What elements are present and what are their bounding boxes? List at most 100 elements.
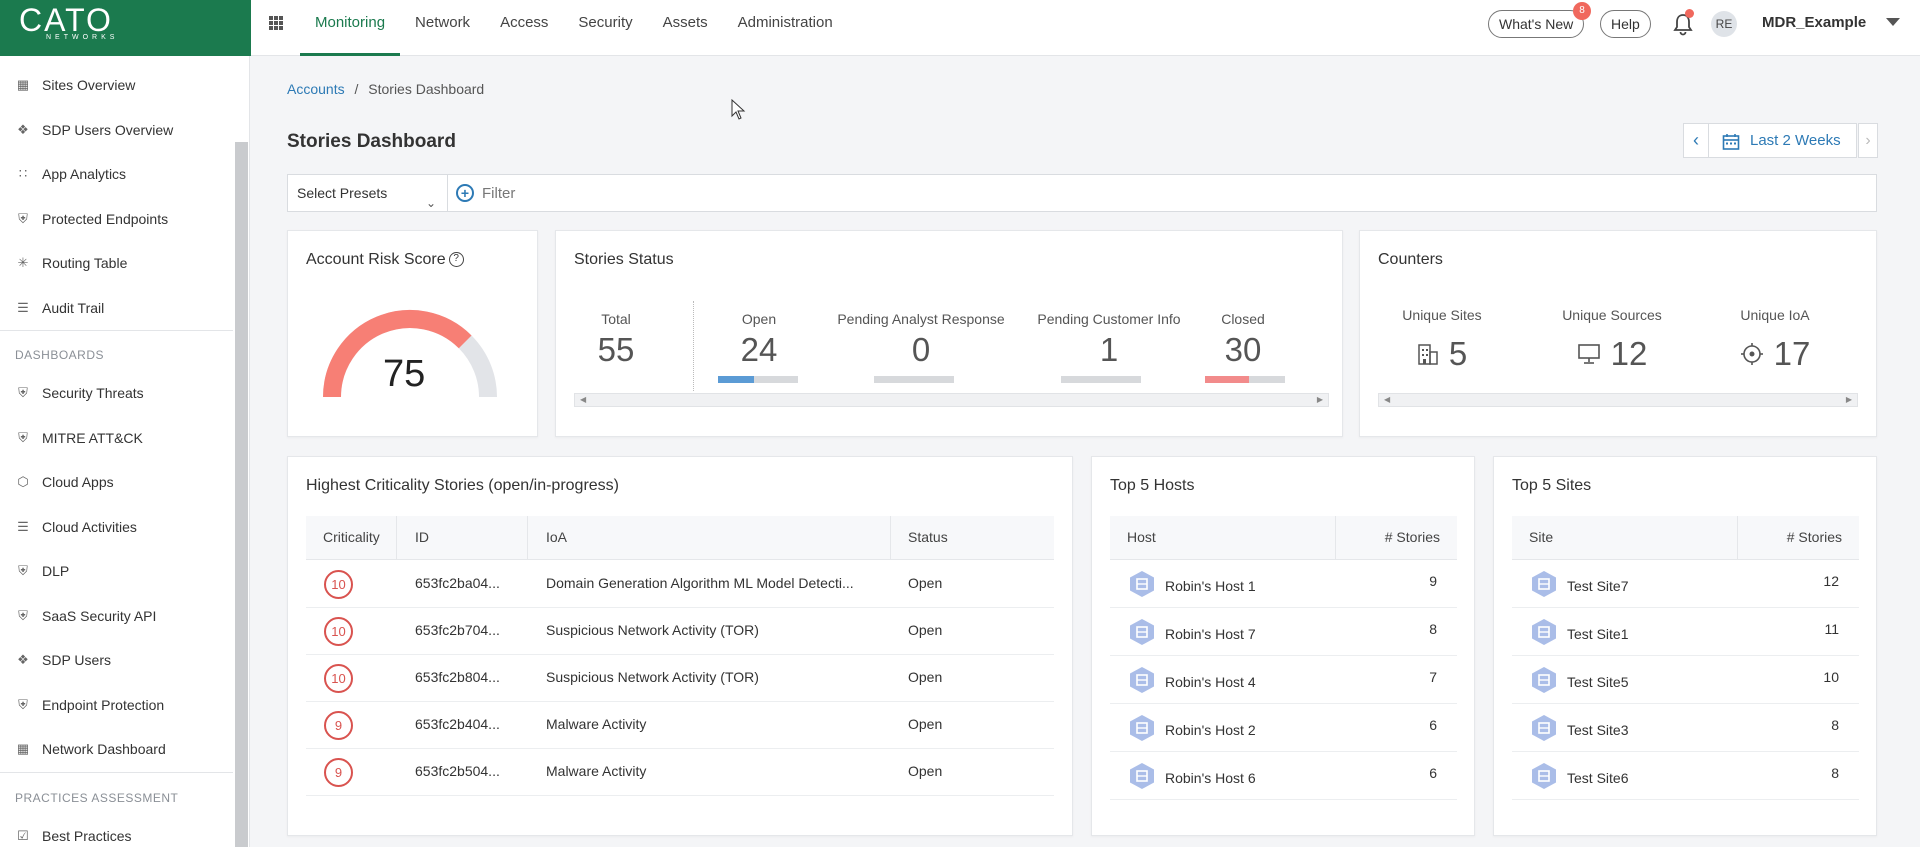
scroll-left-icon[interactable]: ◀ (1384, 395, 1391, 404)
help-button[interactable]: Help (1600, 10, 1651, 38)
sidebar-item-dlp[interactable]: ⛨ DLP (0, 551, 233, 591)
sidebar: ▦ Sites Overview ❖ SDP Users Overview ∷ App… (0, 56, 250, 847)
sidebar-item-sdp-users-overview[interactable]: ❖ SDP Users Overview (0, 110, 233, 150)
table-row[interactable]: Test Site5 10 (1512, 657, 1859, 704)
avatar[interactable]: RE (1711, 11, 1737, 37)
nav-monitoring[interactable]: Monitoring (300, 0, 401, 56)
table-row[interactable]: Test Site6 8 (1512, 753, 1859, 800)
nav-security[interactable]: Security (578, 14, 633, 31)
add-filter-icon[interactable]: + (456, 184, 474, 202)
column-header-site[interactable]: Site (1529, 529, 1554, 545)
cato-logo[interactable]: CATO NETWORKS (0, 0, 251, 56)
sidebar-item-endpoint-protection[interactable]: ⛨ Endpoint Protection (0, 685, 233, 725)
sidebar-item-saas-security-api[interactable]: ⛨ SaaS Security API (0, 596, 233, 636)
story-id[interactable]: 653fc2ba04... (415, 575, 500, 591)
stat-pending-analyst[interactable]: Pending Analyst Response 0 (831, 311, 1011, 369)
host-name[interactable]: Robin's Host 2 (1165, 722, 1256, 738)
chevron-left-icon[interactable]: ‹ (1684, 124, 1709, 157)
column-header-ioa[interactable]: IoA (546, 529, 568, 545)
counter-unique-sources[interactable]: Unique Sources 12 (1542, 307, 1682, 373)
site-name[interactable]: Test Site3 (1567, 722, 1629, 738)
table-row[interactable]: 9 653fc2b504... Malware Activity Open (306, 749, 1054, 796)
story-id[interactable]: 653fc2b704... (415, 622, 500, 638)
host-name[interactable]: Robin's Host 6 (1165, 770, 1256, 786)
table-row[interactable]: Robin's Host 4 7 (1110, 657, 1457, 704)
counter-unique-sites[interactable]: Unique Sites 5 (1382, 307, 1502, 373)
table-row[interactable]: Robin's Host 1 9 (1110, 561, 1457, 608)
horizontal-scrollbar[interactable]: ◀ ▶ (574, 393, 1329, 407)
column-header-host[interactable]: Host (1127, 529, 1156, 545)
story-count: 8 (1831, 765, 1839, 781)
account-name[interactable]: MDR_Example (1762, 14, 1867, 31)
stat-value: 1 (1099, 331, 1119, 368)
column-header-stories[interactable]: # Stories (1384, 529, 1440, 545)
sidebar-item-mitre[interactable]: ⛨ MITRE ATT&CK (0, 418, 233, 458)
app-launcher-icon[interactable] (269, 16, 283, 30)
column-header-id[interactable]: ID (415, 529, 429, 545)
host-icon (1130, 571, 1154, 597)
sidebar-item-sdp-users[interactable]: ❖ SDP Users (0, 640, 233, 680)
host-name[interactable]: Robin's Host 7 (1165, 626, 1256, 642)
help-icon[interactable]: ? (448, 252, 464, 268)
stat-pending-customer[interactable]: Pending Customer Info 1 (1026, 311, 1192, 369)
sidebar-item-protected-endpoints[interactable]: ⛨ Protected Endpoints (0, 199, 233, 239)
date-range-picker[interactable]: ‹ Last 2 Weeks (1683, 123, 1857, 158)
nav-network[interactable]: Network (415, 14, 471, 31)
nav-assets[interactable]: Assets (662, 14, 708, 31)
filter-input[interactable]: Filter (482, 185, 516, 202)
select-presets-dropdown[interactable]: Select Presets ⌄ (288, 175, 448, 211)
table-row[interactable]: Robin's Host 7 8 (1110, 609, 1457, 656)
sidebar-item-best-practices[interactable]: ☑ Best Practices (0, 816, 233, 847)
story-id[interactable]: 653fc2b804... (415, 669, 500, 685)
table-row[interactable]: Test Site1 11 (1512, 609, 1859, 656)
stat-open[interactable]: Open 24 (719, 311, 799, 369)
table-row[interactable]: Test Site7 12 (1512, 561, 1859, 608)
site-name[interactable]: Test Site1 (1567, 626, 1629, 642)
story-id[interactable]: 653fc2b404... (415, 716, 500, 732)
dots-icon: ∷ (18, 166, 28, 181)
table-row[interactable]: Test Site3 8 (1512, 705, 1859, 752)
site-name[interactable]: Test Site5 (1567, 674, 1629, 690)
stat-total[interactable]: Total 55 (586, 311, 646, 369)
column-header-stories[interactable]: # Stories (1786, 529, 1842, 545)
building-icon (1418, 344, 1438, 365)
table-row[interactable]: 10 653fc2b704... Suspicious Network Activi… (306, 608, 1054, 655)
sidebar-item-cloud-apps[interactable]: ⬡ Cloud Apps (0, 462, 233, 502)
counters-card: Counters Unique Sites 5 Unique Sources 1… (1359, 230, 1877, 437)
sidebar-item-sites-overview[interactable]: ▦ Sites Overview (0, 65, 233, 105)
sidebar-item-network-dashboard[interactable]: ▦ Network Dashboard (0, 729, 233, 769)
table-row[interactable]: Robin's Host 6 6 (1110, 753, 1457, 800)
column-header-status[interactable]: Status (908, 529, 948, 545)
scroll-right-icon[interactable]: ▶ (1316, 395, 1323, 404)
nav-administration[interactable]: Administration (737, 14, 833, 31)
sidebar-scrollbar[interactable] (235, 142, 248, 847)
sidebar-item-audit-trail[interactable]: ☰ Audit Trail (0, 288, 233, 328)
sidebar-item-routing-table[interactable]: ✳ Routing Table (0, 243, 233, 283)
host-name[interactable]: Robin's Host 4 (1165, 674, 1256, 690)
column-header-criticality[interactable]: Criticality (323, 529, 380, 545)
host-name[interactable]: Robin's Host 1 (1165, 578, 1256, 594)
story-id[interactable]: 653fc2b504... (415, 763, 500, 779)
table-row[interactable]: 10 653fc2ba04... Domain Generation Algorit… (306, 561, 1054, 608)
table-row[interactable]: Robin's Host 2 6 (1110, 705, 1457, 752)
chevron-right-icon[interactable]: › (1858, 123, 1878, 158)
site-name[interactable]: Test Site7 (1567, 578, 1629, 594)
whats-new-button[interactable]: What's New (1488, 10, 1585, 38)
scroll-right-icon[interactable]: ▶ (1845, 395, 1852, 404)
site-name[interactable]: Test Site6 (1567, 770, 1629, 786)
horizontal-scrollbar[interactable]: ◀ ▶ (1378, 393, 1858, 407)
sidebar-item-app-analytics[interactable]: ∷ App Analytics (0, 154, 233, 194)
breadcrumb-accounts-link[interactable]: Accounts (287, 81, 345, 97)
sidebar-item-security-threats[interactable]: ⛨ Security Threats (0, 373, 233, 413)
sidebar-item-cloud-activities[interactable]: ☰ Cloud Activities (0, 507, 233, 547)
nav-access[interactable]: Access (500, 14, 549, 31)
scroll-left-icon[interactable]: ◀ (580, 395, 587, 404)
chevron-down-icon[interactable] (1886, 18, 1900, 26)
stat-closed[interactable]: Closed 30 (1203, 311, 1283, 369)
story-status: Open (908, 575, 943, 591)
table-row[interactable]: 10 653fc2b804... Suspicious Network Activi… (306, 655, 1054, 702)
table-row[interactable]: 9 653fc2b404... Malware Activity Open (306, 702, 1054, 749)
sidebar-divider (0, 772, 233, 773)
counter-unique-ioa[interactable]: Unique IoA 17 (1710, 307, 1840, 373)
risk-score-title: Account Risk Score? (306, 251, 464, 269)
